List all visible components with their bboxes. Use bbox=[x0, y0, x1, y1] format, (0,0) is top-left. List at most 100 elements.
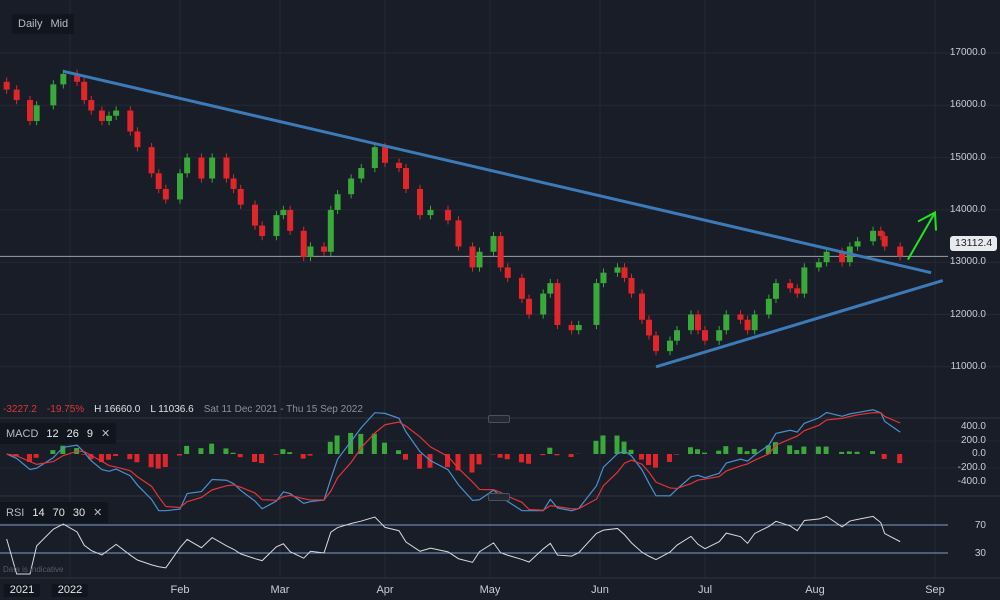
macd-slow: 26 bbox=[66, 427, 79, 440]
candle-body bbox=[396, 162, 402, 169]
macd-tick: 200.0 bbox=[960, 435, 986, 446]
candle-body bbox=[417, 188, 423, 216]
candle-body bbox=[575, 324, 582, 331]
macd-legend: MACD 12 26 9 ✕ bbox=[0, 423, 117, 444]
indicative-note: Data is indicative bbox=[3, 565, 64, 574]
macd-histogram-bar bbox=[209, 443, 215, 454]
candle-body bbox=[134, 131, 141, 148]
candle-body bbox=[794, 288, 801, 294]
candle-body bbox=[184, 157, 191, 174]
y-tick-label: 11000.0 bbox=[950, 360, 986, 372]
macd-histogram-bar bbox=[628, 449, 634, 454]
candle-body bbox=[27, 100, 33, 121]
candle-body bbox=[744, 319, 751, 331]
macd-histogram-bar bbox=[307, 454, 313, 456]
macd-histogram-bar bbox=[723, 446, 729, 454]
close-icon[interactable]: ✕ bbox=[93, 507, 103, 519]
low-value: L 11036.6 bbox=[150, 404, 194, 415]
x-tick-label: 2022 bbox=[51, 584, 89, 597]
x-tick-label: Mar bbox=[270, 584, 290, 596]
candle-body bbox=[307, 246, 314, 257]
rsi-lower: 30 bbox=[72, 506, 86, 519]
candle-body bbox=[823, 251, 830, 263]
close-icon[interactable]: ✕ bbox=[101, 428, 111, 440]
macd-line bbox=[6, 409, 901, 512]
candle-body bbox=[469, 246, 476, 268]
candle-body bbox=[772, 283, 779, 299]
macd-label: MACD bbox=[6, 427, 39, 440]
candle-body bbox=[881, 236, 888, 247]
candle-body bbox=[237, 188, 244, 205]
candle-body bbox=[106, 115, 113, 121]
candle-body bbox=[897, 246, 904, 257]
x-tick-label: Feb bbox=[170, 584, 190, 596]
candle-body bbox=[490, 236, 497, 252]
candle-body bbox=[614, 267, 621, 273]
macd-histogram-bar bbox=[60, 445, 66, 454]
macd-histogram-bar bbox=[639, 454, 644, 460]
macd-histogram-bar bbox=[50, 450, 56, 454]
macd-histogram-bar bbox=[695, 449, 700, 454]
macd-histogram-bar bbox=[259, 454, 265, 464]
candle-body bbox=[646, 319, 652, 336]
macd-histogram-bar bbox=[230, 452, 236, 454]
candle-body bbox=[600, 272, 607, 284]
candle-body bbox=[716, 330, 723, 341]
macd-histogram-bar bbox=[870, 451, 876, 454]
candle-body bbox=[674, 330, 680, 341]
macd-histogram-bar bbox=[621, 441, 627, 454]
candle-body bbox=[327, 209, 334, 252]
candle-body bbox=[497, 236, 504, 268]
candle-body bbox=[787, 283, 794, 289]
pane-resize-handle[interactable] bbox=[488, 493, 510, 501]
candle-body bbox=[568, 324, 575, 331]
price-type-button[interactable]: Mid bbox=[50, 18, 69, 30]
candle-body bbox=[127, 110, 134, 132]
macd-histogram-bar bbox=[737, 447, 743, 454]
candle-body bbox=[13, 89, 20, 101]
macd-histogram-bar bbox=[854, 451, 860, 454]
macd-histogram-bar bbox=[106, 454, 112, 460]
arrow-head-icon bbox=[917, 210, 937, 231]
high-value: H 16660.0 bbox=[94, 404, 141, 415]
candle-body bbox=[854, 241, 861, 247]
change-percent: -19.75% bbox=[46, 404, 85, 415]
candle-body bbox=[33, 105, 40, 121]
rsi-upper: 70 bbox=[52, 506, 65, 519]
candle-body bbox=[300, 230, 307, 257]
macd-histogram-bar bbox=[113, 454, 119, 457]
candle-body bbox=[815, 262, 822, 268]
candle-body bbox=[839, 251, 846, 263]
macd-histogram-bar bbox=[839, 451, 845, 454]
macd-histogram-bar bbox=[653, 454, 658, 468]
candle-body bbox=[50, 84, 57, 106]
macd-histogram-bar bbox=[751, 448, 757, 454]
arrow-icon bbox=[907, 212, 936, 261]
macd-histogram-bar bbox=[382, 442, 387, 454]
macd-histogram-bar bbox=[27, 454, 32, 462]
y-tick-label: 16000.0 bbox=[949, 99, 986, 111]
candle-body bbox=[427, 209, 434, 216]
candle-body bbox=[230, 178, 237, 189]
y-tick-label: 15000.0 bbox=[949, 151, 986, 163]
rsi-tick: 30 bbox=[974, 548, 986, 559]
candle-body bbox=[177, 173, 183, 200]
candle-body bbox=[162, 188, 169, 200]
rsi-label: RSI bbox=[6, 506, 25, 519]
macd-histogram-bar bbox=[815, 446, 821, 454]
macd-histogram-bar bbox=[469, 454, 475, 473]
macd-histogram-bar bbox=[162, 454, 168, 468]
pane-resize-handle[interactable] bbox=[488, 415, 510, 423]
candle-body bbox=[688, 314, 694, 331]
macd-histogram-bar bbox=[497, 454, 503, 458]
macd-histogram-bar bbox=[614, 435, 620, 454]
macd-histogram-bar bbox=[646, 454, 651, 466]
interval-button[interactable]: Daily bbox=[18, 18, 43, 30]
date-range: Sat 11 Dec 2021 - Thu 15 Sep 2022 bbox=[203, 404, 363, 415]
macd-histogram-bar bbox=[148, 454, 154, 468]
trendline bbox=[655, 279, 944, 369]
candle-body bbox=[81, 81, 88, 101]
macd-tick: -200.0 bbox=[957, 462, 986, 473]
macd-histogram-bar bbox=[688, 447, 693, 454]
